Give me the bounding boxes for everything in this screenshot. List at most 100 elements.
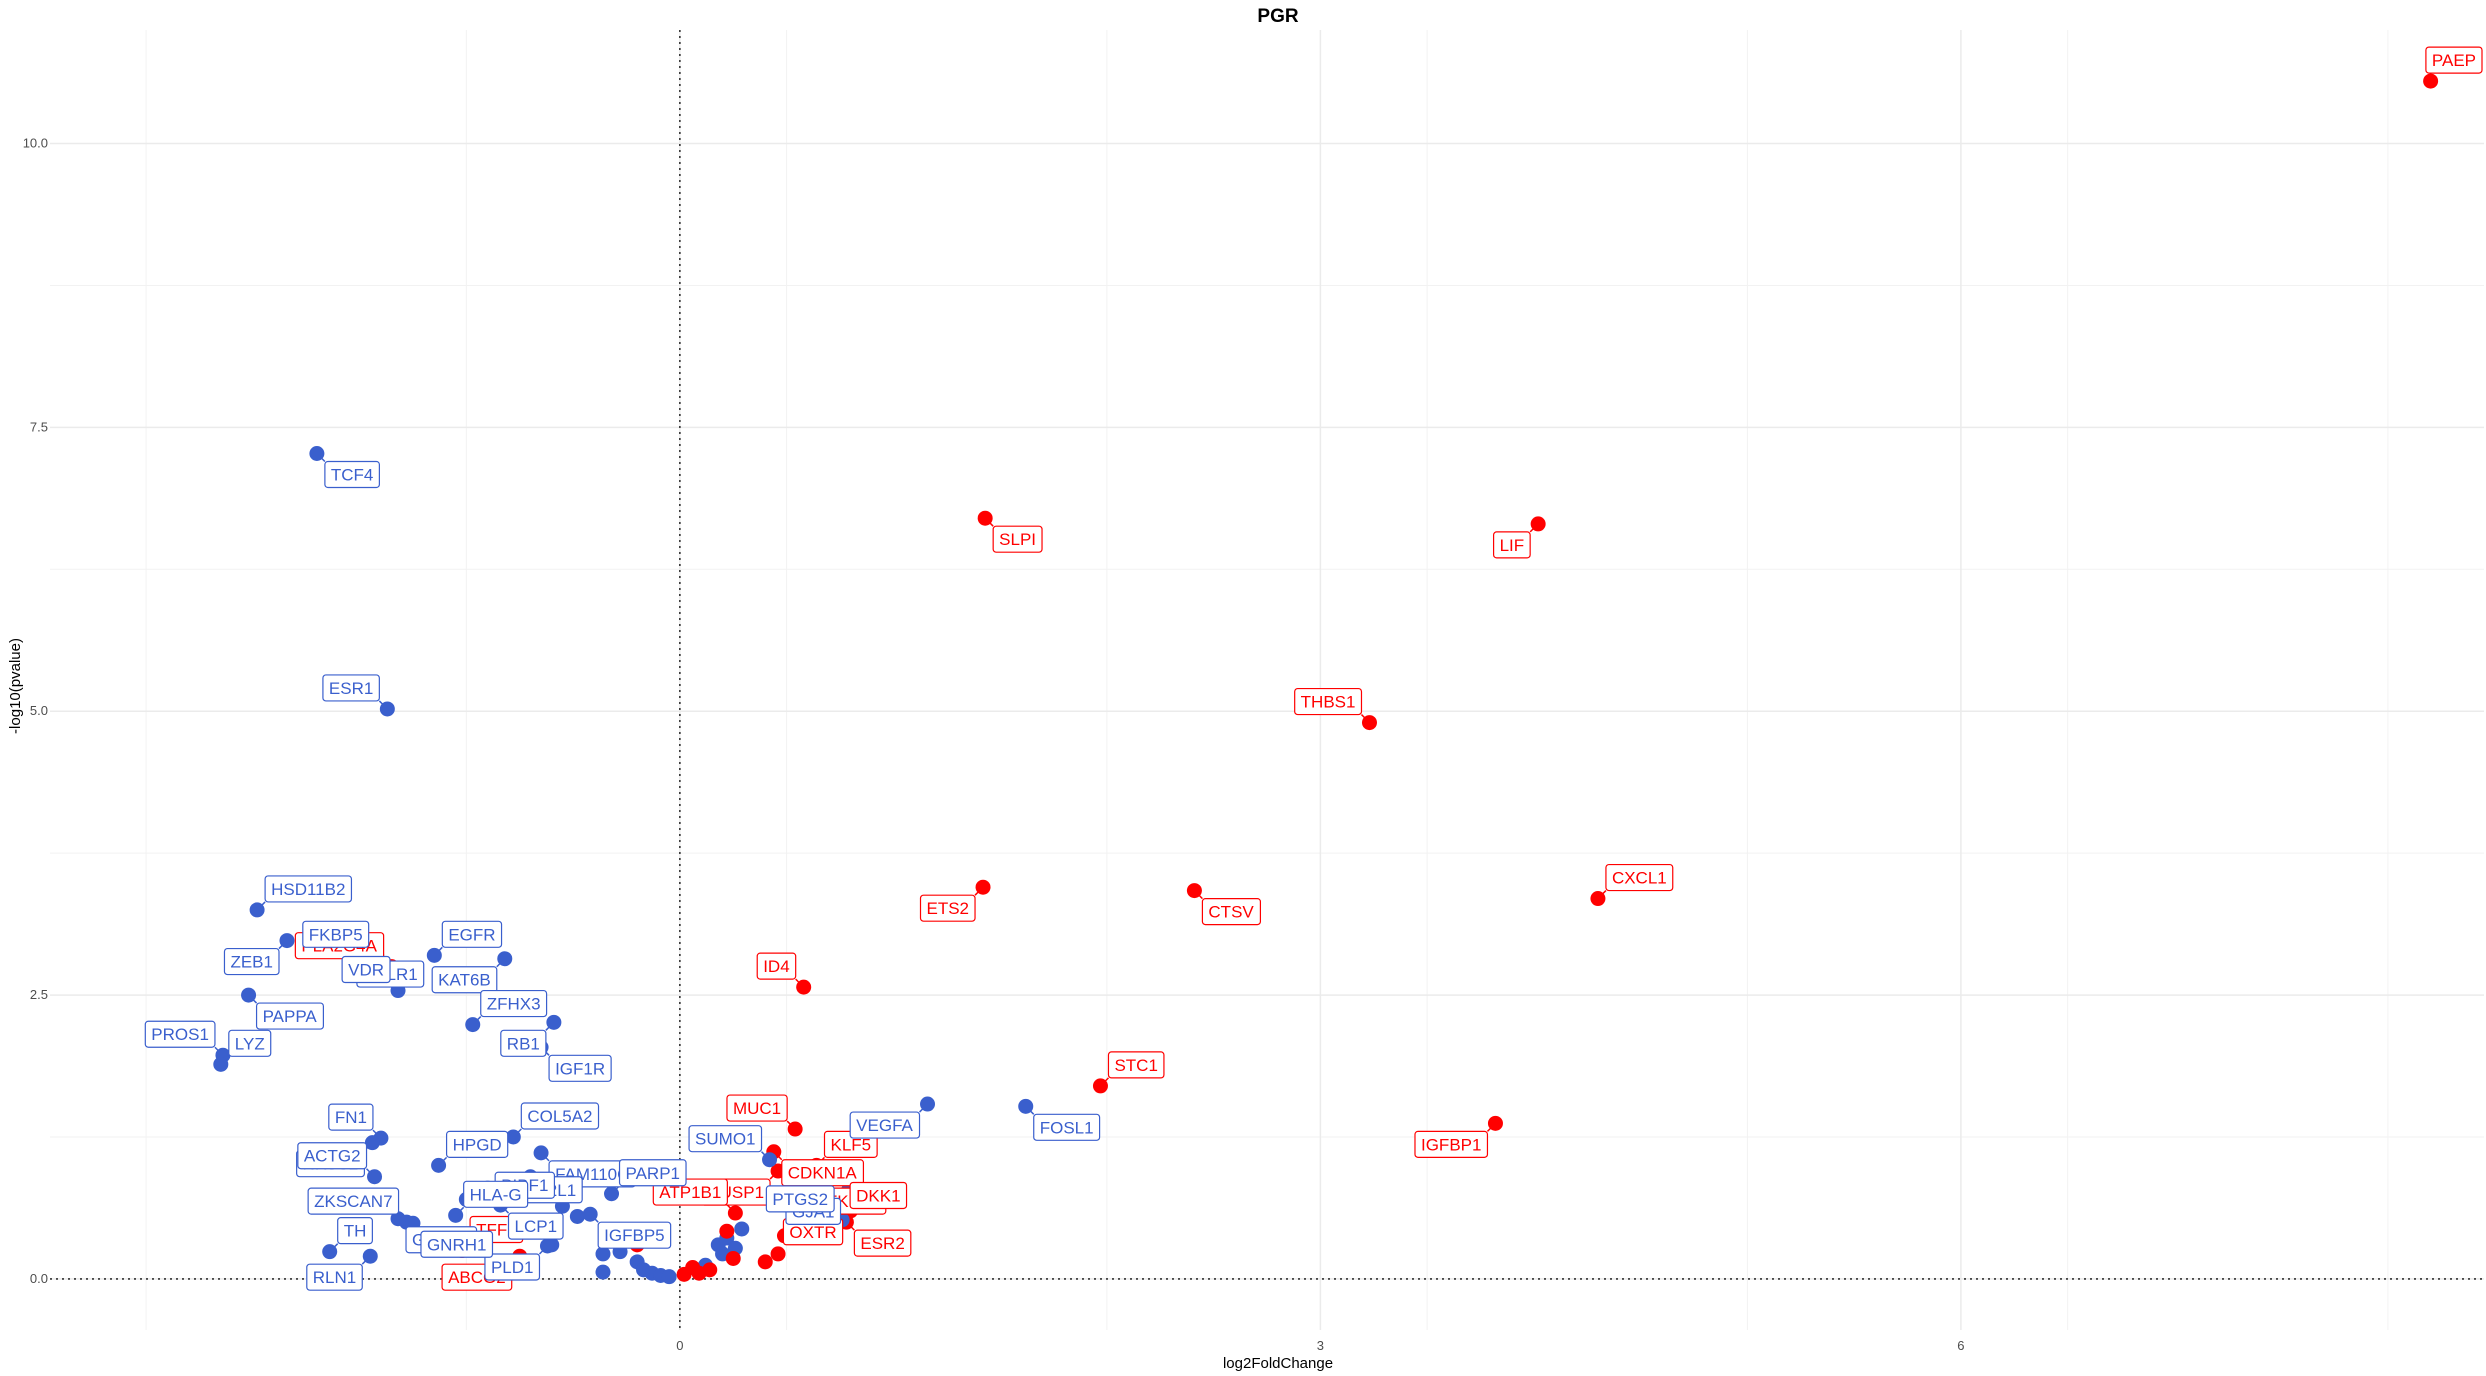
point-label-lif: LIF (1492, 531, 1531, 559)
data-point-ctsv (1186, 883, 1202, 899)
y-tick-label: 10.0 (23, 136, 48, 151)
data-point (734, 1221, 750, 1237)
point-label-cxcl1: CXCL1 (1605, 863, 1674, 892)
point-label-box (618, 1159, 687, 1187)
point-label-text: GNRH1 (427, 1235, 487, 1254)
point-label-hsd11b2: HSD11B2 (264, 875, 353, 903)
point-label-box (255, 1002, 324, 1030)
point-label-rb1: RB1 (500, 1029, 547, 1057)
point-label-text: SUMO1 (695, 1130, 755, 1149)
point-label-text: COL5A2 (527, 1107, 592, 1126)
point-label-box (297, 1142, 368, 1170)
point-label-text: ATP1B1 (659, 1183, 721, 1202)
data-point-hsd11b2 (249, 902, 265, 918)
point-label-text: PAEP (2432, 51, 2476, 70)
point-label-box (520, 1102, 600, 1130)
point-label-text: LCP1 (515, 1217, 558, 1236)
point-label-box (849, 1111, 921, 1139)
point-label-box (337, 1217, 373, 1245)
point-label-box (302, 920, 370, 948)
point-label-text: CDKN1A (788, 1164, 858, 1183)
y-tick-label: 2.5 (30, 987, 48, 1002)
point-label-parp1: PARP1 (618, 1159, 687, 1187)
point-label-lyz: LYZ (228, 1029, 272, 1057)
point-label-ctsv: CTSV (1201, 898, 1262, 926)
point-label-igfbp1: IGFBP1 (1414, 1130, 1489, 1158)
point-label-kat6b: KAT6B (431, 966, 498, 994)
point-label-text: KAT6B (438, 971, 491, 990)
point-label-text: TH (344, 1222, 367, 1241)
data-point-stc1 (1092, 1078, 1108, 1094)
point-label-dkk1: DKK1 (849, 1181, 908, 1210)
reference-lines (50, 30, 2484, 1330)
data-point (569, 1208, 585, 1224)
point-label-text: PTGS2 (772, 1190, 828, 1209)
point-label-text: ESR2 (860, 1234, 904, 1253)
data-point-thbs1 (1361, 715, 1377, 731)
point-label-box (756, 952, 797, 980)
point-label-box (480, 989, 548, 1018)
point-label-text: ZEB1 (230, 953, 273, 972)
point-label-text: ETS2 (927, 899, 970, 918)
point-label-text: MUC1 (733, 1099, 781, 1118)
point-label-pappa: PAPPA (255, 1002, 324, 1030)
point-label-box (1605, 863, 1674, 892)
point-label-zkscan7: ZKSCAN7 (307, 1187, 400, 1215)
data-point-parp1 (604, 1186, 620, 1202)
point-label-box (500, 1029, 547, 1057)
point-label-box (1414, 1130, 1489, 1158)
point-label-box (1492, 531, 1531, 559)
point-label-text: FOSL1 (1040, 1118, 1094, 1137)
point-label-text: OXTR (789, 1223, 836, 1242)
point-label-box (2425, 46, 2483, 74)
point-label-cdkn1a: CDKN1A (781, 1159, 865, 1187)
point-label-th: TH (337, 1217, 373, 1245)
data-point-egfr (426, 947, 442, 963)
point-label-text: LIF (1500, 536, 1525, 555)
point-label-box (507, 1212, 564, 1240)
point-label-box (992, 525, 1043, 553)
data-point-zeb1 (279, 933, 295, 949)
point-label-gnrh1: GNRH1 (420, 1230, 494, 1258)
y-tick-label: 5.0 (30, 703, 48, 718)
point-label-text: ZKSCAN7 (314, 1192, 392, 1211)
point-label-box (1201, 898, 1262, 926)
point-label-text: KLF5 (830, 1135, 871, 1154)
point-label-box (441, 920, 503, 948)
point-label-igfbp5: IGFBP5 (597, 1221, 672, 1249)
point-label-actg2: ACTG2 (297, 1142, 368, 1170)
label-connectors (214, 73, 2432, 1265)
data-point (676, 1266, 692, 1282)
point-label-box (324, 460, 380, 489)
point-label-text: EGFR (448, 925, 495, 944)
point-label-text: FN1 (335, 1108, 367, 1127)
data-point-atp1b1 (727, 1205, 743, 1221)
data-point-hpgd (431, 1157, 447, 1173)
point-label-hla-g: HLA-G (463, 1180, 529, 1208)
point-label-zfhx3: ZFHX3 (480, 989, 548, 1018)
data-point (595, 1264, 611, 1280)
data-point-igfbp1 (1487, 1115, 1503, 1131)
data-points (213, 73, 2439, 1285)
point-label-text: ZFHX3 (487, 995, 541, 1014)
y-tick-label: 7.5 (30, 419, 48, 434)
point-label-thbs1: THBS1 (1294, 687, 1363, 716)
point-label-text: DKK1 (856, 1186, 900, 1205)
point-label-text: HSD11B2 (271, 880, 345, 899)
data-point-rb1 (546, 1014, 562, 1030)
point-label-box (322, 674, 380, 702)
point-label-box (328, 1103, 374, 1131)
point-label-rln1: RLN1 (306, 1263, 363, 1291)
point-label-sumo1: SUMO1 (688, 1125, 763, 1153)
x-tick-label: 6 (1957, 1338, 1964, 1353)
point-label-fosl1: FOSL1 (1033, 1113, 1101, 1141)
point-label-text: RLN1 (313, 1268, 356, 1287)
data-point-nr3c2 (364, 1135, 380, 1151)
point-label-text: ACTG2 (304, 1147, 361, 1166)
data-point-lyz (213, 1056, 229, 1072)
data-point-igfbp5 (582, 1206, 598, 1222)
axis-ticks: 0 3 6 0.0 2.5 5.0 7.5 10.0 (23, 136, 1965, 1353)
point-label-text: ID4 (763, 957, 789, 976)
point-label-slpi: SLPI (992, 525, 1043, 553)
point-label-vdr: VDR (341, 955, 391, 984)
